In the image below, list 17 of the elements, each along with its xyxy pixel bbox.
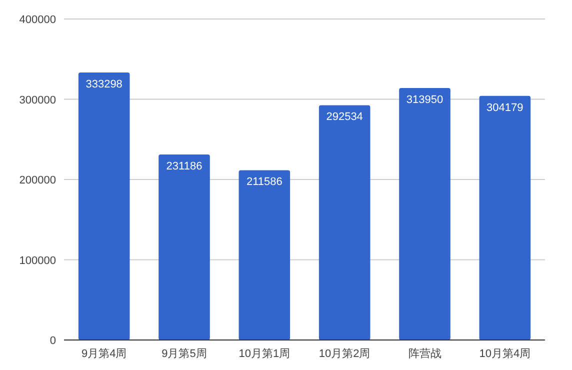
data-label: 211586 — [246, 176, 282, 188]
x-tick-label: 阵营战 — [408, 348, 442, 360]
x-tick-label: 9月第4周 — [81, 348, 127, 360]
y-tick-label: 200000 — [19, 174, 56, 186]
data-label: 292534 — [326, 111, 363, 124]
y-tick-label: 400000 — [19, 14, 56, 26]
x-tick-label: 10月第2周 — [318, 348, 370, 360]
y-tick-label: 0 — [50, 335, 56, 347]
data-label: 313950 — [406, 94, 444, 106]
data-label: 304179 — [486, 102, 524, 114]
x-tick-label: 10月第1周 — [238, 348, 290, 360]
y-tick-label: 300000 — [19, 94, 56, 106]
data-label: 231186 — [166, 160, 202, 172]
x-tick-label: 10月第4周 — [479, 348, 531, 360]
data-label: 333298 — [86, 78, 122, 91]
x-tick-label: 9月第5周 — [162, 348, 207, 360]
y-tick-label: 100000 — [19, 254, 56, 267]
